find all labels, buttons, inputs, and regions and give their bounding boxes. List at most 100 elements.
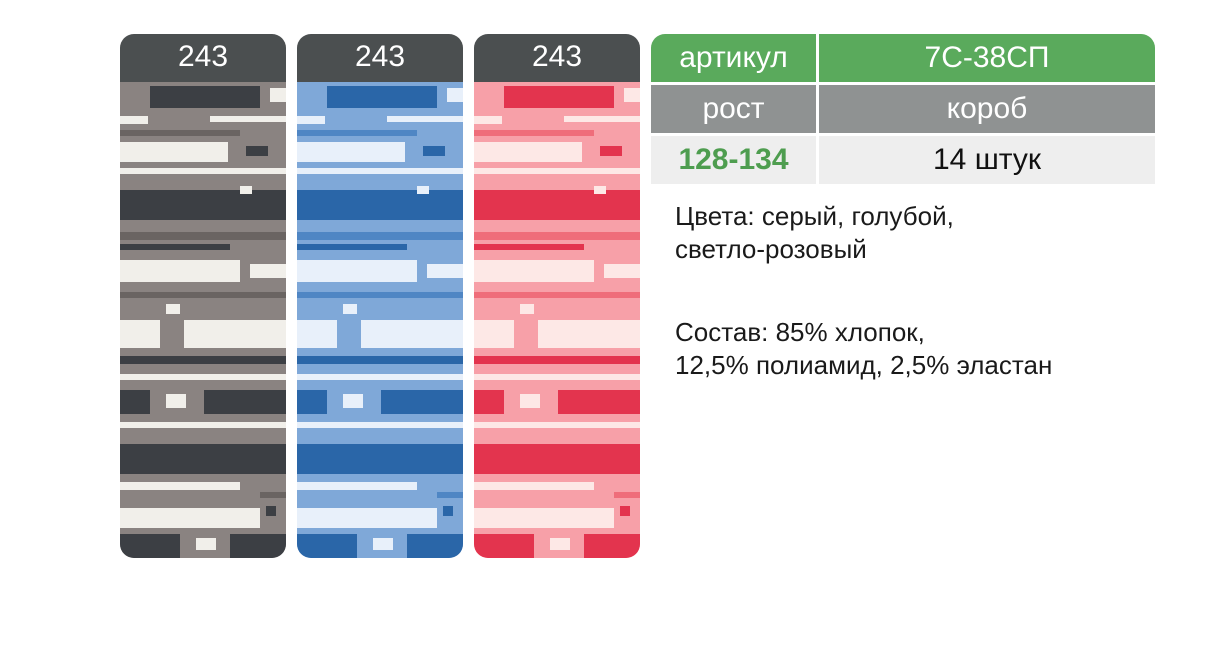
composition-line-2: 12,5% полиамид, 2,5% эластан (675, 350, 1053, 380)
pattern-stripe (474, 168, 640, 174)
pattern-stripe (474, 444, 640, 474)
pattern-stripe (474, 130, 594, 136)
article-label: артикул (651, 34, 819, 84)
pattern-stripe (538, 320, 640, 348)
composition-line-1: Состав: 85% хлопок, (675, 317, 925, 347)
size-label: рост (651, 82, 819, 135)
pattern-stripe (443, 506, 453, 516)
pattern-stripe (120, 116, 148, 124)
stripe-pattern-image (120, 82, 286, 558)
pattern-stripe (120, 232, 286, 240)
pattern-stripe (297, 232, 463, 240)
pattern-stripe (184, 320, 286, 348)
colors-line-1: Цвета: серый, голубой, (675, 201, 954, 231)
pattern-stripe (204, 390, 286, 414)
pattern-stripe (520, 304, 534, 314)
pattern-stripe (474, 374, 640, 380)
swatch-label: 243 (120, 34, 286, 82)
pattern-stripe (297, 482, 417, 490)
pattern-stripe (297, 422, 463, 428)
colors-text: Цвета: серый, голубой, светло-розовый (675, 200, 954, 266)
pattern-stripe (250, 264, 286, 278)
pattern-stripe (297, 508, 437, 528)
pattern-stripe (361, 320, 463, 348)
pattern-stripe (558, 390, 640, 414)
pattern-stripe (474, 390, 504, 414)
pattern-stripe (297, 356, 463, 364)
pattern-stripe (381, 390, 463, 414)
pattern-stripe (297, 130, 417, 136)
swatch-blue: 243 (297, 34, 463, 558)
swatch-label: 243 (297, 34, 463, 82)
article-value: 7С-38СП (817, 34, 1155, 84)
swatch-pattern-gray (120, 82, 286, 558)
swatch-pattern-pink (474, 82, 640, 558)
colors-line-2: светло-розовый (675, 234, 867, 264)
pattern-stripe (266, 506, 276, 516)
pattern-stripe (120, 190, 286, 220)
pattern-stripe (447, 88, 463, 102)
pattern-stripe (474, 422, 640, 428)
pattern-stripe (297, 168, 463, 174)
pattern-stripe (423, 146, 445, 156)
pattern-stripe (343, 304, 357, 314)
pattern-stripe (210, 116, 286, 122)
pattern-stripe (584, 534, 640, 558)
pattern-stripe (387, 116, 463, 122)
swatch-pink: 243 (474, 34, 640, 558)
pattern-stripe (150, 86, 260, 108)
pattern-stripe (474, 534, 534, 558)
pattern-stripe (474, 260, 594, 282)
pattern-stripe (624, 88, 640, 102)
pattern-stripe (297, 292, 463, 298)
pattern-stripe (120, 374, 286, 380)
pattern-stripe (373, 538, 393, 550)
pattern-stripe (474, 356, 640, 364)
pattern-stripe (604, 264, 640, 278)
swatch-pattern-blue (297, 82, 463, 558)
pattern-stripe (120, 534, 180, 558)
pattern-stripe (504, 86, 614, 108)
pattern-stripe (297, 390, 327, 414)
pattern-stripe (297, 190, 463, 220)
pattern-stripe (520, 394, 540, 408)
pattern-stripe (474, 482, 594, 490)
pattern-stripe (120, 356, 286, 364)
pattern-stripe (474, 508, 614, 528)
pattern-stripe (474, 292, 640, 298)
box-label: короб (817, 82, 1155, 135)
stripe-pattern-image (474, 82, 640, 558)
pattern-stripe (297, 244, 407, 250)
pattern-stripe (407, 534, 463, 558)
pattern-stripe (120, 244, 230, 250)
pattern-stripe (297, 374, 463, 380)
pattern-stripe (120, 444, 286, 474)
pattern-stripe (297, 260, 417, 282)
pattern-stripe (120, 320, 160, 348)
pattern-stripe (166, 394, 186, 408)
pattern-stripe (246, 146, 268, 156)
swatch-label: 243 (474, 34, 640, 82)
stripe-pattern-image (297, 82, 463, 558)
pattern-stripe (297, 444, 463, 474)
pattern-stripe (230, 534, 286, 558)
pattern-stripe (474, 244, 584, 250)
pattern-stripe (620, 506, 630, 516)
pattern-stripe (474, 190, 640, 220)
pattern-stripe (297, 320, 337, 348)
pattern-stripe (327, 86, 437, 108)
pattern-stripe (120, 168, 286, 174)
pattern-stripe (120, 422, 286, 428)
pattern-stripe (166, 304, 180, 314)
pattern-stripe (594, 186, 606, 194)
pattern-stripe (120, 142, 228, 162)
pattern-stripe (474, 232, 640, 240)
pattern-stripe (550, 538, 570, 550)
pattern-stripe (474, 320, 514, 348)
pattern-stripe (120, 130, 240, 136)
pattern-stripe (240, 186, 252, 194)
size-value: 128-134 (651, 133, 819, 184)
pattern-stripe (343, 394, 363, 408)
pattern-stripe (120, 292, 286, 298)
pattern-stripe (417, 186, 429, 194)
